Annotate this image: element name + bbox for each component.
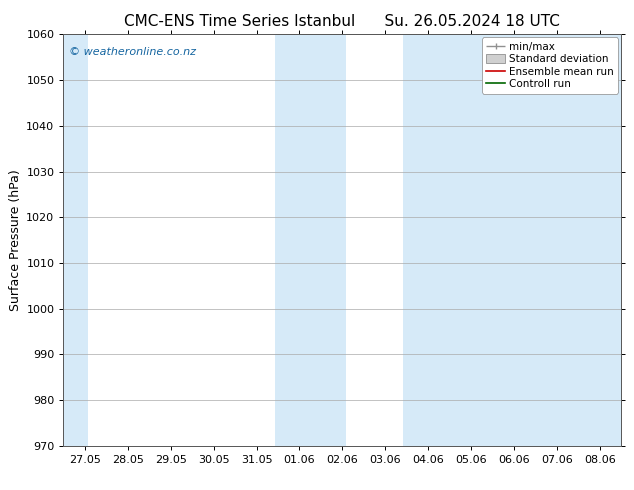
Bar [63, 34, 88, 446]
Bar [403, 34, 621, 446]
Legend: min/max, Standard deviation, Ensemble mean run, Controll run: min/max, Standard deviation, Ensemble me… [482, 37, 618, 94]
Y-axis label: Surface Pressure (hPa): Surface Pressure (hPa) [9, 169, 22, 311]
Text: © weatheronline.co.nz: © weatheronline.co.nz [69, 47, 196, 57]
Bar [275, 34, 346, 446]
Title: CMC-ENS Time Series Istanbul      Su. 26.05.2024 18 UTC: CMC-ENS Time Series Istanbul Su. 26.05.2… [124, 14, 560, 29]
